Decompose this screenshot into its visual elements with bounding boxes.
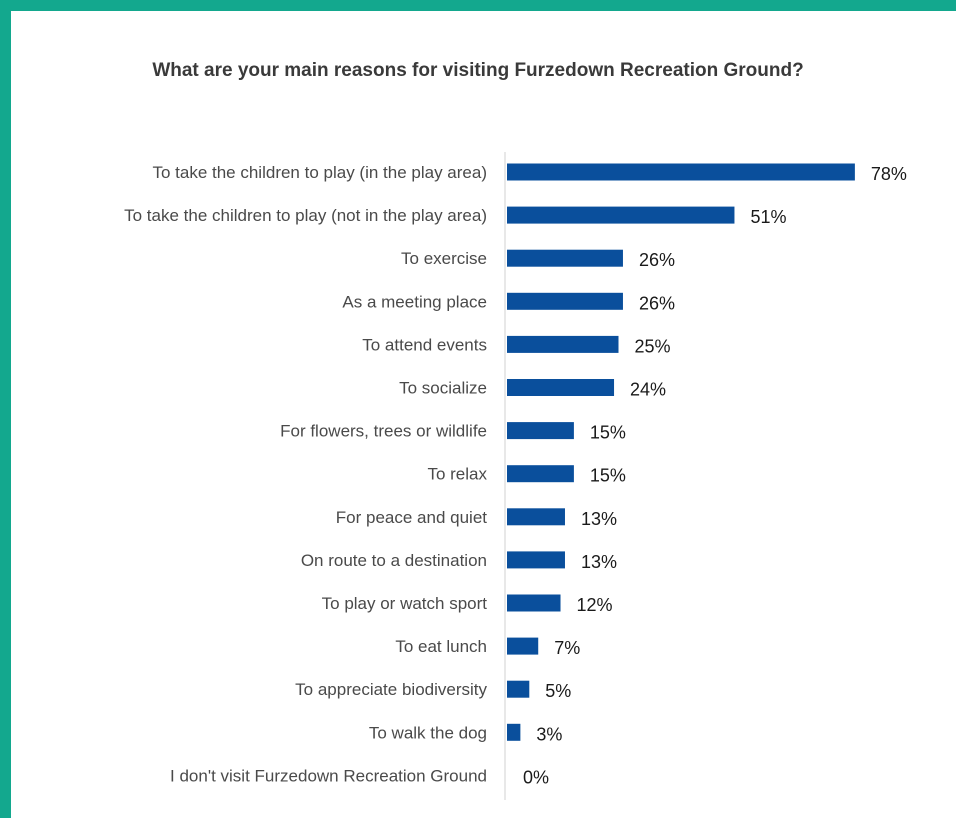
category-label: To walk the dog — [369, 723, 487, 742]
value-label: 5% — [545, 681, 571, 701]
category-label: To take the children to play (in the pla… — [152, 163, 487, 182]
bar — [507, 637, 539, 655]
bar — [507, 249, 623, 267]
bar — [507, 379, 615, 396]
bar — [507, 723, 521, 741]
category-label: As a meeting place — [342, 292, 487, 311]
value-label: 13% — [581, 509, 617, 529]
value-label: 78% — [871, 164, 907, 184]
value-label: 15% — [590, 423, 626, 443]
category-label: To exercise — [401, 249, 487, 268]
value-label: 0% — [523, 767, 549, 787]
category-label: To socialize — [399, 379, 487, 398]
value-label: 12% — [577, 595, 613, 615]
bar — [507, 465, 574, 483]
bar — [507, 594, 561, 612]
category-label: To appreciate biodiversity — [295, 680, 487, 699]
category-label: To take the children to play (not in the… — [124, 206, 487, 225]
category-label: For flowers, trees or wildlife — [280, 422, 487, 441]
category-label: To attend events — [362, 335, 487, 354]
value-label: 26% — [639, 293, 675, 313]
category-label: On route to a destination — [301, 551, 487, 570]
chart-card — [11, 11, 956, 818]
bars-group — [507, 163, 855, 741]
value-label: 15% — [590, 466, 626, 486]
value-label: 3% — [536, 724, 562, 744]
chart-title: What are your main reasons for visiting … — [152, 60, 804, 81]
value-labels-group: 78% 51% 26% 26% 25% 24% 15% 15% 13% 13% 12% 7% 5% 3% 0… — [523, 164, 907, 787]
category-label: To relax — [427, 465, 487, 484]
category-label: To play or watch sport — [322, 594, 488, 613]
bar — [507, 206, 735, 224]
bar — [507, 508, 565, 526]
category-label: To eat lunch — [395, 637, 487, 656]
category-labels-group: To take the children to play (in the pla… — [124, 163, 487, 785]
value-label: 24% — [630, 380, 666, 400]
bar — [507, 551, 565, 569]
bar — [507, 292, 623, 310]
value-label: 25% — [635, 336, 671, 356]
category-label: I don't visit Furzedown Recreation Groun… — [170, 766, 487, 785]
value-label: 13% — [581, 552, 617, 572]
value-label: 51% — [750, 207, 786, 227]
bar — [507, 422, 574, 440]
value-label: 26% — [639, 250, 675, 270]
bar — [507, 335, 619, 353]
value-label: 7% — [554, 638, 580, 658]
bar — [507, 680, 530, 698]
category-label: For peace and quiet — [336, 508, 487, 527]
bar — [507, 163, 855, 181]
